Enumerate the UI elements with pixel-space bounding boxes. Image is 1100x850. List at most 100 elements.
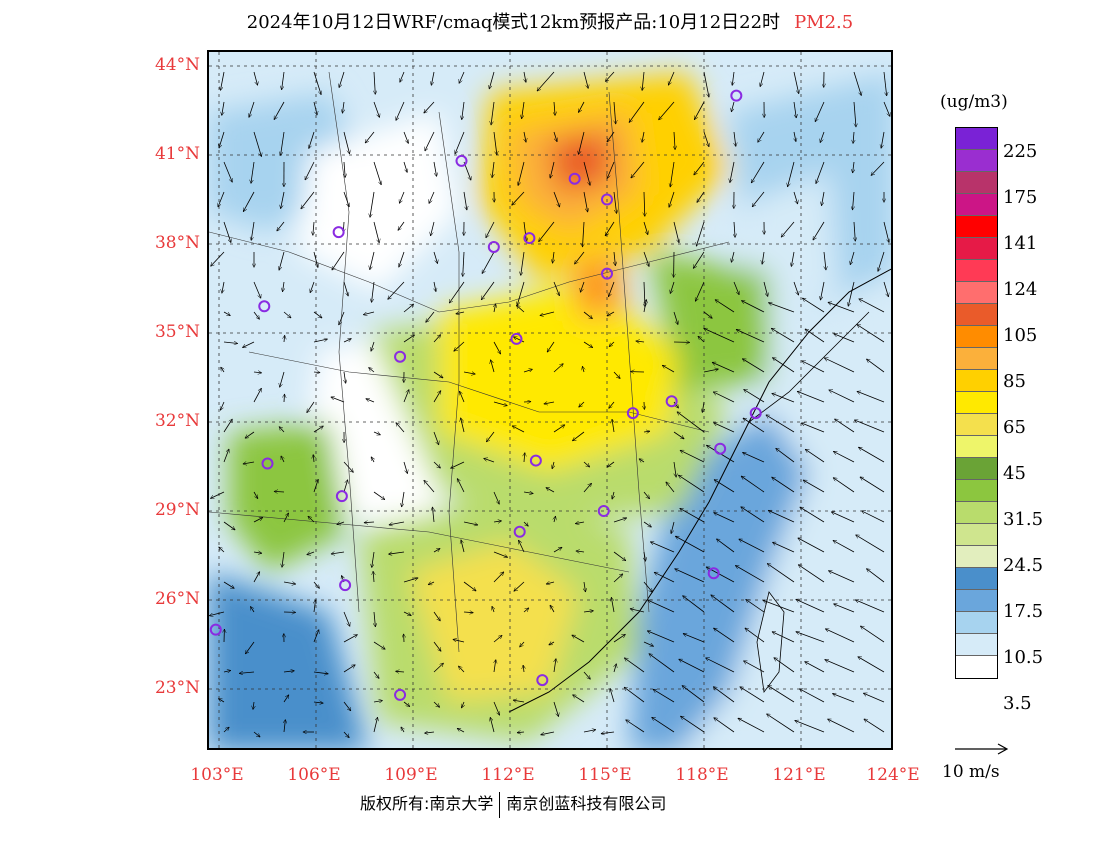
legend-swatch (956, 480, 997, 502)
wind-vector (484, 458, 495, 463)
station-marker (536, 674, 549, 687)
wind-vector (583, 461, 590, 467)
wind-vector (553, 191, 560, 207)
wind-vector (612, 419, 614, 433)
wind-vector (583, 161, 590, 186)
wind-vector (284, 719, 285, 733)
wind-vector (370, 457, 374, 463)
lat-label-41n: 41°N (154, 144, 200, 164)
wind-vector (516, 305, 525, 313)
wind-vector (553, 546, 562, 553)
wind-vector (494, 304, 496, 313)
wind-vector (399, 191, 405, 204)
wind-vector (486, 431, 495, 442)
wind-vector (455, 131, 465, 154)
station-marker (332, 226, 345, 239)
wind-vector (463, 251, 464, 277)
wind-vector (768, 510, 795, 523)
wind-vector (523, 665, 524, 673)
wind-vector (824, 251, 826, 270)
wind-vector (757, 131, 765, 142)
wind-vector (374, 611, 375, 627)
wind-vector (523, 492, 533, 494)
wind-vector (584, 581, 586, 592)
wind-vector (762, 251, 764, 264)
wind-vector (253, 388, 262, 403)
wind-vector (461, 701, 464, 708)
wind-vector (703, 71, 709, 97)
wind-vector (713, 627, 735, 643)
wind-vector (850, 251, 855, 265)
wind-vector (833, 450, 855, 463)
wind-vector (223, 311, 231, 317)
wind-vector-field (209, 71, 890, 738)
wind-vector (218, 191, 225, 207)
wind-vector (736, 329, 765, 343)
wind-vector (433, 611, 441, 621)
wind-vector (481, 251, 495, 274)
copyright-divider (499, 791, 501, 818)
wind-vector (741, 300, 765, 313)
legend-label-175: 175 (1003, 187, 1038, 208)
wind-vector (281, 191, 285, 209)
wind-vector (372, 551, 375, 568)
wind-vector (373, 641, 385, 650)
wind-vector (277, 221, 285, 231)
station-marker (258, 300, 271, 313)
wind-vector (606, 131, 615, 142)
wind-vector (731, 101, 735, 112)
legend-swatch (956, 524, 997, 546)
wind-vector (343, 191, 349, 207)
wind-vector (313, 339, 328, 343)
legend-label-3-5: 3.5 (1003, 693, 1032, 714)
legend-label-141: 141 (1003, 233, 1038, 254)
wind-vector (711, 594, 735, 613)
wind-vector (610, 688, 615, 703)
wind-vector (772, 631, 795, 643)
wind-vector (572, 431, 585, 441)
pm25-forecast-map[interactable] (207, 50, 893, 750)
wind-vector (572, 694, 585, 703)
wind-vector (223, 449, 229, 463)
wind-vector (223, 727, 229, 733)
wind-vector (522, 101, 525, 119)
wind-vector (577, 101, 585, 113)
lon-label-118e: 118°E (675, 765, 729, 785)
lat-label-23n: 23°N (154, 678, 200, 698)
wind-vector (797, 391, 825, 403)
wind-vector (601, 732, 615, 734)
wind-vector (612, 491, 614, 499)
wind-vector (812, 221, 825, 240)
wind-vector (679, 658, 705, 673)
station-marker (339, 579, 352, 592)
wind-vector (881, 131, 885, 148)
wind-vector (607, 161, 615, 179)
wind-vector (853, 191, 855, 210)
wind-vector (859, 298, 885, 313)
wind-vector (211, 251, 225, 266)
wind-vector (364, 522, 375, 523)
wind-vector (659, 101, 675, 120)
station-marker (749, 407, 762, 420)
wind-vector (649, 653, 675, 673)
lat-label-32n: 32°N (154, 411, 200, 431)
wind-vector (794, 131, 796, 142)
wind-vector (834, 334, 855, 343)
wind-vector (643, 521, 652, 528)
wind-vector (283, 513, 289, 523)
lon-label-112e: 112°E (481, 765, 535, 785)
wind-vector (512, 425, 525, 433)
color-legend (955, 127, 998, 679)
wind-vector (802, 360, 825, 373)
lon-label-121e: 121°E (772, 765, 826, 785)
wind-vector (493, 131, 497, 155)
legend-unit: (ug/m3) (940, 92, 1008, 112)
station-marker (394, 350, 407, 363)
wind-vector (739, 538, 765, 553)
wind-vector (457, 727, 465, 733)
wind-vector (766, 414, 795, 433)
wind-vector (825, 660, 855, 673)
wind-vector (772, 542, 795, 553)
wind-vector (820, 281, 825, 300)
wind-vector (339, 311, 345, 325)
